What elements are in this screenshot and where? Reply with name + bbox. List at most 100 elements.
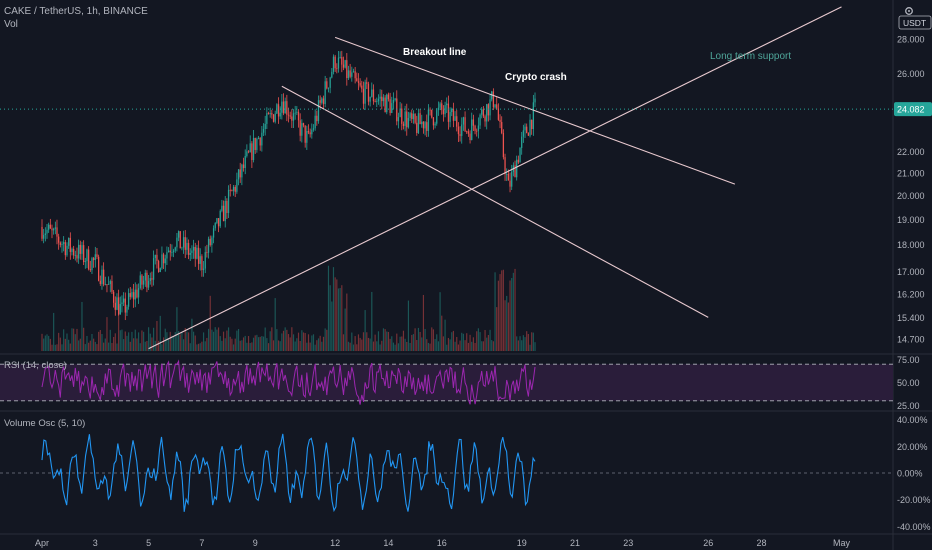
volume-bar bbox=[141, 330, 143, 351]
candle-body bbox=[121, 302, 123, 304]
candle-body bbox=[58, 236, 60, 243]
candle-body bbox=[486, 104, 488, 122]
candle-body bbox=[472, 119, 475, 126]
candle-body bbox=[201, 256, 203, 271]
candle bbox=[387, 92, 390, 102]
volume-bar bbox=[486, 337, 488, 351]
time-tick-label: 12 bbox=[330, 538, 340, 548]
candle-body bbox=[396, 98, 398, 122]
candle bbox=[69, 232, 71, 260]
volume-bar bbox=[206, 337, 208, 351]
candle-body bbox=[129, 293, 131, 297]
volume-bar bbox=[336, 279, 338, 351]
candle-body bbox=[206, 252, 208, 253]
time-tick-label: 9 bbox=[253, 538, 258, 548]
candle-body bbox=[384, 97, 386, 113]
volume-bar bbox=[234, 338, 236, 351]
candle-body bbox=[291, 116, 293, 121]
candle-body bbox=[99, 280, 101, 284]
candle bbox=[309, 128, 311, 138]
candle bbox=[184, 230, 186, 259]
volume-bar bbox=[149, 333, 151, 351]
candle bbox=[287, 107, 290, 123]
volume-bar bbox=[406, 341, 408, 351]
candle bbox=[286, 94, 288, 122]
candle-body bbox=[407, 117, 410, 128]
candle bbox=[351, 66, 353, 82]
candle bbox=[299, 113, 301, 142]
candle bbox=[424, 121, 426, 136]
volume-bar bbox=[81, 301, 83, 351]
gear-icon[interactable] bbox=[905, 7, 913, 15]
volume-bar bbox=[99, 329, 101, 351]
volume-bar bbox=[282, 330, 285, 351]
volume-bar bbox=[517, 340, 519, 351]
vo-tick-label: -40.00% bbox=[897, 522, 931, 532]
candle-body bbox=[232, 186, 235, 191]
volume-bar bbox=[244, 335, 246, 351]
candle bbox=[482, 106, 485, 119]
volume-bar bbox=[459, 340, 461, 351]
currency-button[interactable]: USDT bbox=[898, 15, 932, 30]
volume-bar bbox=[496, 307, 498, 351]
volume-bar bbox=[514, 268, 516, 351]
candle bbox=[281, 94, 283, 120]
candle-body bbox=[231, 190, 233, 192]
candle-body bbox=[59, 242, 61, 245]
candle-body bbox=[261, 132, 263, 146]
candle bbox=[451, 107, 453, 117]
symbol-title: CAKE / TetherUS, 1h, BINANCE bbox=[4, 6, 148, 17]
candle-body bbox=[279, 112, 281, 117]
candle-body bbox=[447, 103, 450, 122]
candle-body bbox=[74, 255, 76, 256]
candle bbox=[444, 101, 446, 118]
volume-bar bbox=[466, 333, 468, 351]
candle-body bbox=[106, 284, 108, 285]
candle bbox=[216, 218, 218, 225]
candle-body bbox=[167, 250, 170, 253]
candle-body bbox=[48, 224, 50, 230]
volume-bar bbox=[261, 336, 263, 351]
volume-bar bbox=[61, 344, 63, 351]
candle bbox=[302, 122, 305, 128]
candle-body bbox=[284, 101, 286, 114]
candle-body bbox=[296, 111, 298, 113]
volume-bar bbox=[109, 329, 111, 351]
volume-bar bbox=[524, 337, 526, 351]
candle bbox=[91, 256, 93, 274]
volume-bar bbox=[389, 338, 391, 351]
candle bbox=[176, 233, 178, 252]
candle-body bbox=[302, 123, 305, 126]
candle bbox=[232, 185, 235, 196]
volume-bar bbox=[73, 328, 75, 351]
trendline-lower-channel bbox=[281, 85, 709, 318]
volume-bar bbox=[159, 315, 161, 351]
volume-bar bbox=[271, 327, 273, 351]
volume-bar bbox=[362, 332, 365, 351]
candle bbox=[409, 111, 411, 121]
volume-bar bbox=[502, 269, 504, 351]
rsi-tick-label: 75.00 bbox=[897, 355, 920, 365]
candle bbox=[327, 87, 330, 93]
candle bbox=[404, 105, 406, 132]
volume-bar bbox=[144, 341, 146, 351]
volume-bar bbox=[316, 340, 318, 351]
candle bbox=[421, 114, 423, 128]
candle-body bbox=[337, 57, 340, 69]
candle bbox=[116, 293, 118, 311]
volume-bar bbox=[407, 300, 410, 351]
candle bbox=[126, 304, 128, 316]
candle-body bbox=[424, 122, 426, 129]
volume-bar bbox=[267, 343, 270, 351]
candle-body bbox=[249, 143, 251, 153]
candle bbox=[199, 248, 201, 271]
volume-bar bbox=[79, 338, 81, 351]
candle bbox=[71, 247, 73, 256]
volume-bar bbox=[266, 338, 268, 351]
candle-body bbox=[446, 103, 448, 106]
candle-body bbox=[221, 205, 223, 211]
volume-bar bbox=[239, 340, 241, 351]
volume-bar bbox=[66, 333, 68, 351]
candle bbox=[337, 51, 340, 73]
